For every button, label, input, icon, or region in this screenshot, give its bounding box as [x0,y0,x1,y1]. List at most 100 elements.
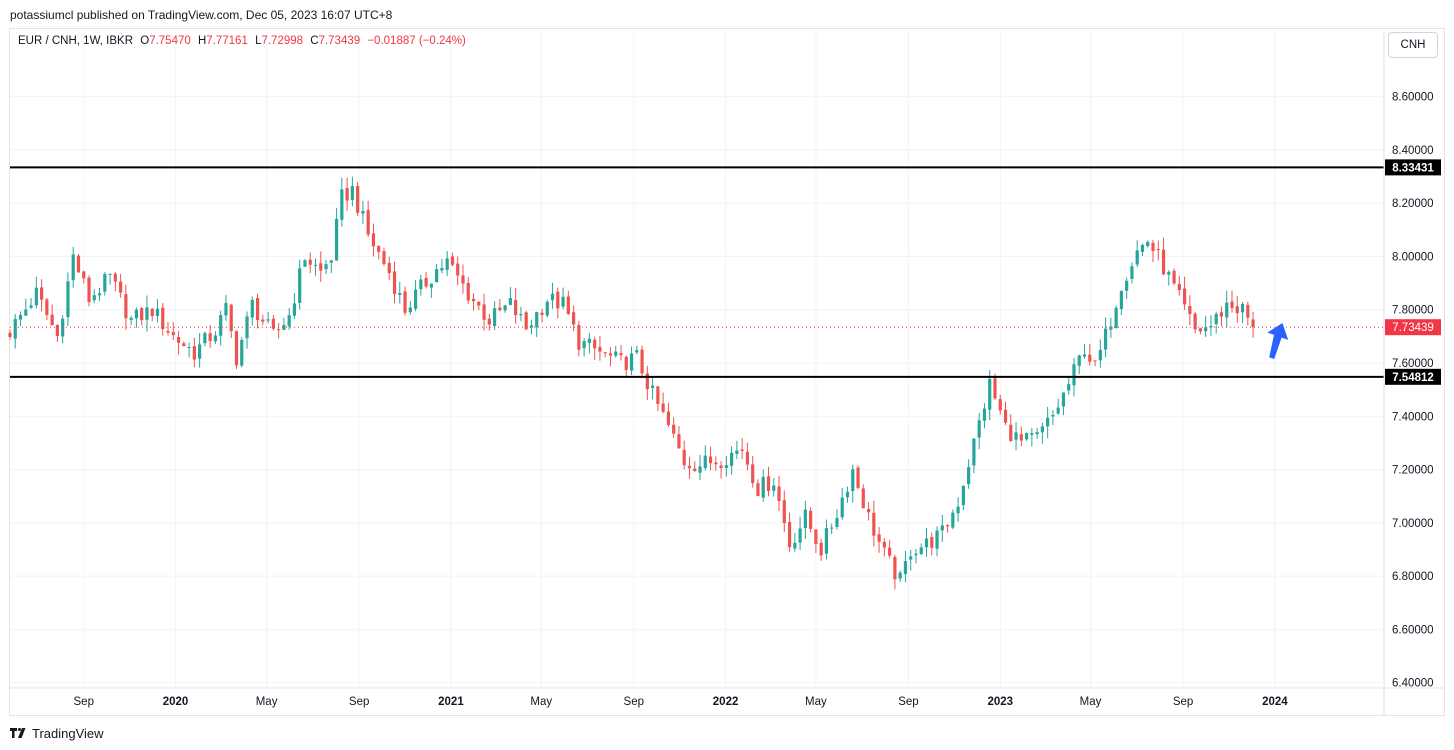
candle-body [1240,303,1245,313]
candle-body [640,349,644,374]
candle-body [967,467,971,485]
candle-body [882,541,886,548]
candle-body [1146,242,1150,247]
candle-body [245,316,249,339]
candle-body [566,296,570,315]
candle-body [108,273,112,275]
y-tick-label: 7.20000 [1392,465,1434,477]
candle-body [1151,242,1155,252]
candle-body [298,268,302,303]
candle-body [477,301,481,306]
candle-body [1019,434,1023,441]
candle-body [550,293,555,301]
candle-body [55,324,60,336]
candle-body [161,307,165,330]
y-tick-label: 6.60000 [1392,624,1434,636]
candle-body [140,308,144,321]
candle-body [303,260,307,267]
candle-body [1109,326,1113,330]
close-label: C [310,35,319,47]
candle-body [982,408,987,421]
candle-body [677,434,681,449]
candle-body [819,542,823,556]
time-axis[interactable]: Sep 2020 May Sep 2021 May Sep 2022 May Sep 2023 May… [10,687,1444,708]
candle-body [735,450,739,454]
candle-body [903,561,908,575]
symbol-name: EUR / CNH, 1W, IBKR [18,35,134,47]
candle-body [498,307,502,311]
candle-body [1182,288,1187,305]
y-tick-label: 6.40000 [1392,678,1434,690]
currency-button[interactable]: CNH [1388,32,1438,58]
x-tick-label: May [530,696,552,708]
level-tag-label: 7.54812 [1392,372,1434,384]
candle-body [798,528,802,543]
candle-body [66,281,70,318]
horizontal-levels[interactable] [10,166,1384,378]
candle-body [1103,328,1108,350]
candle-body [155,308,160,316]
candle-body [687,465,692,469]
candle-body [271,318,275,329]
candle-body [629,353,634,371]
candle-body [487,318,491,325]
candle-body [1188,305,1192,314]
candle-body [1235,306,1239,314]
candle-body [1067,384,1071,391]
candle-body [519,314,523,316]
candle-body [1024,433,1029,440]
candle-body [282,324,286,330]
candle-body [345,188,349,201]
candle-body [266,319,270,321]
x-tick-label: 2024 [1262,696,1288,708]
candle-body [672,424,676,434]
candle-body [1003,409,1008,423]
candle-body [603,352,607,354]
candle-body [213,335,218,342]
candle-body [192,346,196,360]
candle-body [1130,266,1134,279]
candle-body [872,512,876,536]
candle-body [29,305,33,308]
candle-body [919,547,923,555]
candle-body [1088,354,1092,362]
candle-body [1225,302,1229,318]
candle-body [561,296,565,307]
candle-body [1046,417,1050,427]
candle-body [1140,244,1145,252]
price-axis[interactable]: 8.60000 8.40000 8.20000 8.00000 7.80000 7.600… [1383,30,1441,716]
x-tick-label: 2021 [438,696,464,708]
level-tag-bg [1385,159,1441,176]
candle-body [930,537,934,548]
x-tick-label: Sep [898,696,918,708]
footer-brand[interactable]: TradingView [10,724,104,742]
y-tick-label: 6.80000 [1392,571,1434,583]
candle-body [76,255,81,273]
candle-body [8,332,12,337]
candle-body [877,534,881,542]
candle-body [182,343,186,347]
candle-body [1093,360,1097,362]
candle-body [119,281,123,293]
candle-body [445,258,449,270]
arrow-annotation[interactable] [1267,323,1289,359]
candle-body [940,525,944,531]
candle-body [408,307,412,313]
candle-body [1214,314,1218,325]
candle-body [893,556,897,580]
candle-body [34,287,38,306]
candle-body [1098,349,1102,361]
last-price-tag-bg [1385,319,1441,336]
candle-body [914,553,918,556]
close-value: 7.73439 [318,35,361,47]
candle-body [540,312,544,315]
candle-body [435,269,439,283]
candle-body [440,268,444,271]
candle-body [461,275,465,284]
candle-body [198,344,202,359]
candle-body [814,529,818,544]
candle-body [334,218,339,261]
candle-body [456,263,460,276]
candle-body [113,273,117,282]
